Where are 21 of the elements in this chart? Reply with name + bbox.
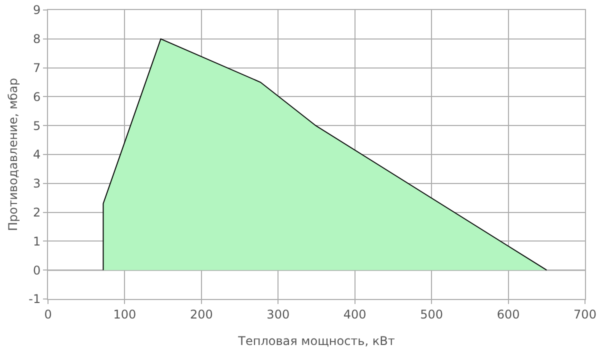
y-tick-label: 4 <box>32 148 41 162</box>
x-tick-label: 300 <box>266 307 290 322</box>
y-tick-label: 9 <box>32 3 41 18</box>
y-axis-title: Противодавление, мбар <box>6 78 20 232</box>
x-tick-label: 0 <box>44 307 52 322</box>
y-tick-label: 5 <box>32 118 41 133</box>
y-tick-label: 1 <box>32 234 41 248</box>
x-tick-label: 200 <box>190 307 213 322</box>
x-tick-label: 600 <box>496 307 520 322</box>
y-tick-label: 6 <box>32 90 41 104</box>
y-tick-label: 0 <box>32 263 41 278</box>
x-axis-title: Тепловая мощность, кВт <box>237 334 395 348</box>
y-tick-label: -1 <box>28 292 41 306</box>
y-tick-label: 3 <box>32 176 41 191</box>
x-tick-label: 500 <box>420 307 444 322</box>
x-tick-label: 400 <box>343 307 366 322</box>
x-tick-label: 100 <box>113 307 136 322</box>
y-tick-label: 2 <box>32 206 41 220</box>
y-tick-label: 8 <box>32 32 41 46</box>
x-tick-label: 700 <box>574 307 596 322</box>
y-tick-label: 7 <box>32 61 41 75</box>
